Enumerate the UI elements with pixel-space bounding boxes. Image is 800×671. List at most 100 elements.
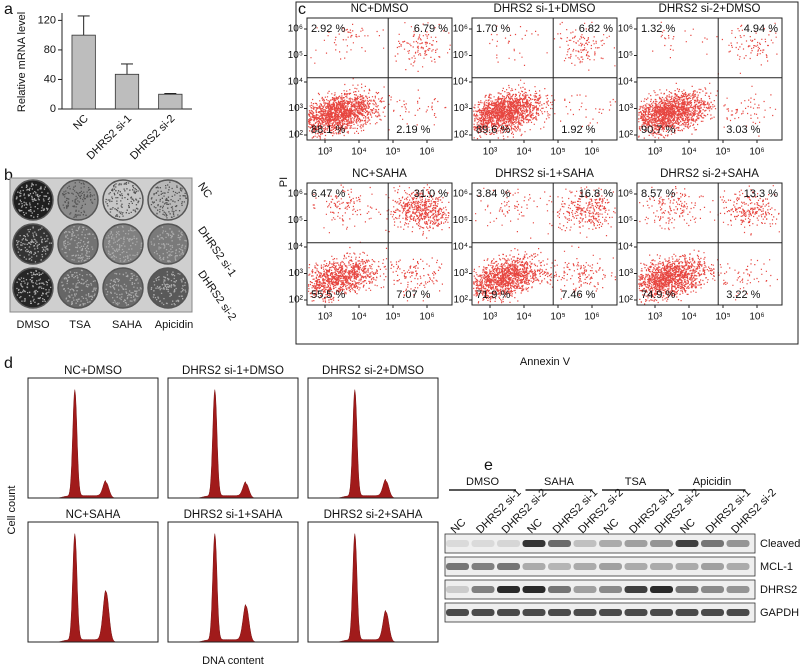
plot-frame xyxy=(307,521,439,643)
histogram xyxy=(308,533,438,643)
band xyxy=(650,563,673,570)
y-tick-label: 10⁴ xyxy=(288,77,303,88)
y-tick-label: 10⁵ xyxy=(288,50,303,61)
band xyxy=(497,609,520,616)
y-tick-label: 80 xyxy=(44,44,56,56)
x-tick-label: 10⁴ xyxy=(681,312,696,323)
band xyxy=(675,540,699,547)
y-tick-label: 10² xyxy=(289,130,304,141)
group-label: SAHA xyxy=(544,476,575,488)
band xyxy=(522,586,546,593)
plot-title: DHRS2 si-2+SAHA xyxy=(660,168,759,180)
band xyxy=(599,609,622,616)
x-tick-label: 10⁶ xyxy=(749,147,764,158)
column-label: Apicidin xyxy=(155,319,194,331)
quadrant-percent: 16.8 % xyxy=(579,188,613,200)
event-dots xyxy=(638,185,780,305)
x-tick-label: 10³ xyxy=(648,147,663,158)
x-axis-label: DNA content xyxy=(202,655,264,667)
group-label: Apicidin xyxy=(693,476,732,488)
band xyxy=(624,563,648,570)
y-tick-label: 10² xyxy=(619,130,634,141)
event-dots xyxy=(473,21,616,140)
plot-title: NC+SAHA xyxy=(352,168,407,180)
plot-frame xyxy=(27,377,159,499)
y-axis-label: Cell count xyxy=(6,486,18,535)
band xyxy=(599,563,622,570)
quadrant-percent: 6.47 % xyxy=(311,188,345,200)
band xyxy=(675,563,699,570)
quadrant-percent: 7.46 % xyxy=(561,289,595,301)
y-tick-label: 10³ xyxy=(289,268,304,279)
band xyxy=(471,586,495,593)
column-label: DMSO xyxy=(17,319,50,331)
quadrant-percent: 1.70 % xyxy=(476,23,510,35)
band xyxy=(726,609,750,616)
quadrant-percent: 1.92 % xyxy=(561,124,595,136)
bar xyxy=(114,73,140,110)
band xyxy=(573,540,597,547)
colonies xyxy=(61,225,96,262)
lane-label: NC xyxy=(602,516,622,536)
x-tick-label: 10³ xyxy=(483,312,498,323)
y-tick-label: 10⁵ xyxy=(453,215,468,226)
plot-frame xyxy=(167,377,299,499)
band xyxy=(522,609,546,616)
group-label: TSA xyxy=(625,476,647,488)
x-tick-label: 10³ xyxy=(483,147,498,158)
quadrant-percent: 3.03 % xyxy=(726,124,760,136)
plot-frame xyxy=(636,17,783,141)
band xyxy=(599,540,622,547)
event-dots xyxy=(473,186,616,304)
y-tick-label: 10⁴ xyxy=(453,77,468,88)
quadrant-percent: 6.79 % xyxy=(414,23,448,35)
colonies xyxy=(150,181,188,219)
y-tick-label: 10² xyxy=(289,295,304,306)
quadrant-percent: 74.9 % xyxy=(641,289,675,301)
band xyxy=(624,540,648,547)
panel-label: c xyxy=(298,1,306,18)
band xyxy=(446,586,469,593)
y-tick-label: 10³ xyxy=(619,103,634,114)
y-tick-label: 120 xyxy=(38,14,56,26)
plot-frame xyxy=(27,521,159,643)
quadrant-percent: 90.7 % xyxy=(641,124,675,136)
x-tick-label: 10⁵ xyxy=(715,312,730,323)
y-tick-label: 10⁶ xyxy=(288,189,303,200)
band xyxy=(675,586,699,593)
quadrant-percent: 4.94 % xyxy=(744,23,778,35)
quadrant-percent: 89.6 % xyxy=(476,124,510,136)
band xyxy=(446,540,469,547)
x-tick-label: 10⁶ xyxy=(419,147,434,158)
quadrant-percent: 2.92 % xyxy=(311,23,345,35)
error-bar xyxy=(121,63,133,75)
x-tick-label: 10³ xyxy=(318,147,333,158)
plot-title: DHRS2 si-1+SAHA xyxy=(495,168,594,180)
y-tick-label: 10² xyxy=(454,295,469,306)
band xyxy=(726,586,750,593)
colonies xyxy=(16,226,52,263)
band xyxy=(701,540,724,547)
x-tick-label: DHRS2 si-2 xyxy=(128,113,178,163)
plot-frame xyxy=(636,182,783,306)
y-tick-label: 10⁵ xyxy=(288,215,303,226)
band xyxy=(446,609,469,616)
band xyxy=(624,586,648,593)
y-tick-label: 10⁶ xyxy=(618,24,633,35)
band xyxy=(446,563,469,570)
y-tick-label: 10⁶ xyxy=(288,24,303,35)
band xyxy=(650,540,673,547)
band xyxy=(650,586,673,593)
colonies xyxy=(105,272,142,306)
y-tick-label: 10⁵ xyxy=(618,215,633,226)
band xyxy=(497,563,520,570)
quadrant-percent: 1.32 % xyxy=(641,23,675,35)
colonies xyxy=(150,271,187,306)
colonies xyxy=(16,269,52,305)
plot-title: DHRS2 si-2+DMSO xyxy=(322,365,424,377)
x-tick-label: 10³ xyxy=(318,312,333,323)
band xyxy=(548,586,571,593)
y-tick-label: 10³ xyxy=(289,103,304,114)
bar xyxy=(71,34,96,110)
